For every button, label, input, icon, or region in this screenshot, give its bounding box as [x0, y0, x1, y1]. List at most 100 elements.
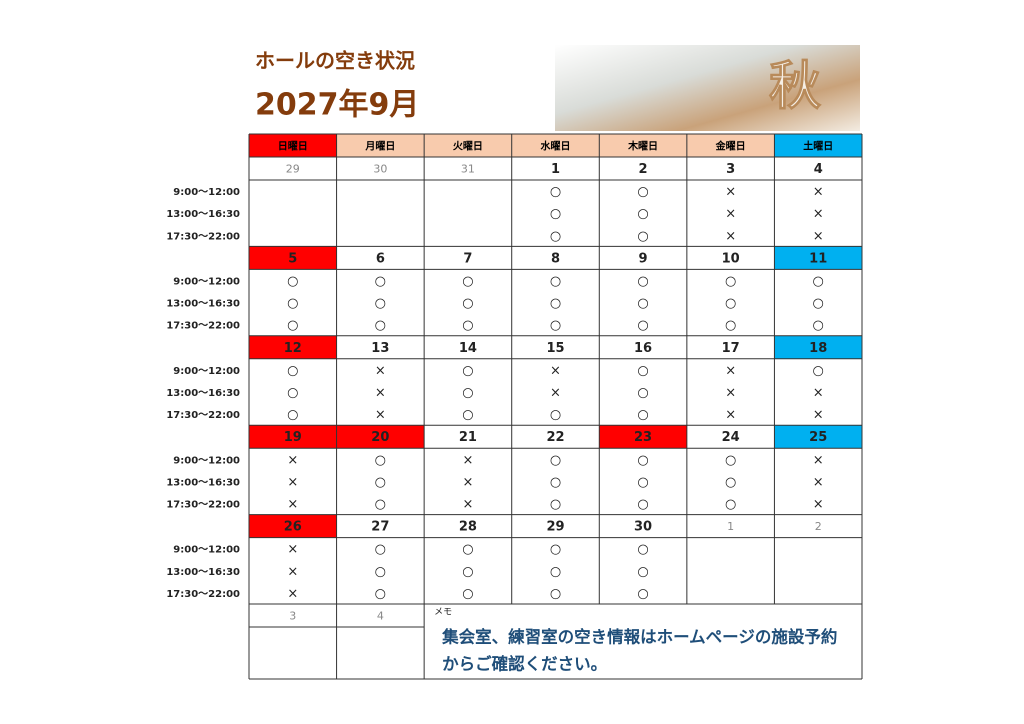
- status: ○: [550, 296, 561, 311]
- status: ○: [462, 542, 473, 557]
- status: ○: [375, 296, 386, 311]
- status: ○: [725, 453, 736, 468]
- status: ○: [550, 586, 561, 601]
- date: 6: [376, 251, 385, 266]
- status: ○: [637, 564, 648, 579]
- date: 29: [286, 163, 300, 176]
- status: ○: [287, 274, 298, 289]
- status: ×: [725, 386, 736, 401]
- status: ○: [462, 296, 473, 311]
- image-text: 秋: [769, 57, 821, 117]
- status: ×: [550, 363, 561, 378]
- status: ×: [287, 564, 298, 579]
- status: ○: [550, 475, 561, 490]
- status: ○: [462, 564, 473, 579]
- status: ×: [287, 475, 298, 490]
- date-cell: [249, 425, 337, 449]
- date: 17: [722, 341, 740, 356]
- status: ×: [725, 408, 736, 423]
- status: ○: [637, 386, 648, 401]
- date: 10: [722, 251, 740, 266]
- status: ×: [462, 453, 473, 468]
- date: 8: [551, 251, 560, 266]
- status: ×: [462, 475, 473, 490]
- date-cell: [336, 425, 425, 449]
- status: ×: [550, 386, 561, 401]
- status: ○: [637, 296, 648, 311]
- weekday-cell: [511, 134, 600, 157]
- date: 18: [809, 341, 827, 356]
- memo-text: からご確認ください。: [442, 654, 607, 674]
- status: ×: [725, 363, 736, 378]
- time-slot: 13:00～16:30: [166, 477, 240, 488]
- status: ○: [375, 497, 386, 512]
- status: ×: [725, 229, 736, 244]
- date-cell: [774, 335, 862, 359]
- weekday: 火曜日: [453, 141, 483, 153]
- weekday: 日曜日: [278, 141, 308, 153]
- status: ×: [287, 497, 298, 512]
- time-slot: 9:00～12:00: [173, 276, 240, 287]
- weekday-cell: [686, 134, 775, 157]
- date: 4: [814, 162, 823, 177]
- status: ○: [550, 408, 561, 423]
- status: ○: [550, 274, 561, 289]
- status: ○: [462, 408, 473, 423]
- status: ○: [637, 185, 648, 200]
- date: 7: [463, 251, 472, 266]
- date: 24: [722, 430, 740, 445]
- date: 21: [459, 430, 477, 445]
- time-slot: 17:30～22:00: [166, 410, 240, 421]
- time-slot: 9:00～12:00: [173, 187, 240, 198]
- title: ホールの空き状況: [255, 49, 415, 73]
- status: ×: [462, 497, 473, 512]
- status: ○: [637, 363, 648, 378]
- weekday: 木曜日: [627, 140, 658, 153]
- date: 13: [371, 341, 389, 356]
- status: ×: [813, 453, 824, 468]
- time-slot: 13:00～16:30: [166, 299, 240, 310]
- status: ○: [550, 497, 561, 512]
- weekday: 水曜日: [540, 140, 571, 153]
- date: 16: [634, 341, 652, 356]
- date: 23: [634, 430, 652, 445]
- status: ○: [725, 296, 736, 311]
- weekday: 金曜日: [715, 140, 746, 153]
- status: ○: [375, 318, 386, 333]
- weekday-cell: [774, 134, 862, 157]
- status: ×: [287, 453, 298, 468]
- status: ○: [550, 207, 561, 222]
- date: 31: [461, 163, 475, 176]
- status: ○: [550, 453, 561, 468]
- status: ×: [813, 386, 824, 401]
- status: ○: [813, 296, 824, 311]
- time-slot: 17:30～22:00: [166, 321, 240, 332]
- date: 2: [815, 520, 822, 533]
- status: ○: [725, 497, 736, 512]
- status: ○: [637, 318, 648, 333]
- date-cell: [249, 514, 337, 538]
- status: ○: [550, 564, 561, 579]
- date: 27: [371, 520, 389, 535]
- date-cell: [599, 425, 687, 449]
- status: ○: [637, 453, 648, 468]
- date: 22: [546, 430, 564, 445]
- status: ○: [287, 363, 298, 378]
- date: 3: [289, 610, 296, 623]
- weekday: 土曜日: [803, 140, 833, 153]
- date: 25: [809, 430, 827, 445]
- date-cell: [774, 425, 862, 449]
- status: ○: [375, 274, 386, 289]
- status: ○: [462, 274, 473, 289]
- memo-label: メモ: [434, 608, 452, 618]
- status: ×: [375, 386, 386, 401]
- status: ×: [725, 207, 736, 222]
- status: ×: [813, 408, 824, 423]
- date: 3: [726, 162, 735, 177]
- time-slot: 9:00～12:00: [173, 455, 240, 466]
- status: ○: [550, 229, 561, 244]
- date: 11: [809, 251, 827, 266]
- status: ○: [287, 318, 298, 333]
